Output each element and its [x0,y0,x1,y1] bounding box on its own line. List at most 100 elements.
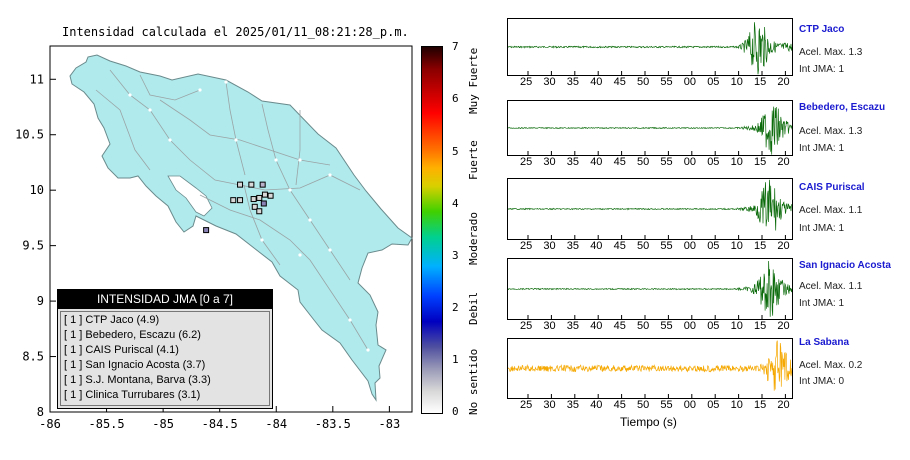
map-y-tick-label: 9 [37,294,44,308]
colorbar-label-no-sentido: No sentido [467,348,480,415]
nicoya-gulf [167,175,213,217]
station-accel: Acel. Max. 1.3 [799,126,863,137]
waveform-tick-label: 30 [543,320,556,332]
waveform-tick-label: 30 [543,240,556,252]
waveform-tick-label: 35 [566,399,580,411]
waveform-tick-label: 10 [730,320,743,332]
station-marker [256,194,263,201]
map-x-tick-label: -85.5 [89,417,125,431]
station-marker [203,227,210,234]
waveform-panel-san-ignacio-acosta [507,258,793,320]
waveform-tick-label: 00 [683,76,697,88]
map-y-tick-label: 11 [30,72,44,86]
colorbar-label-muy-fuerte: Muy Fuerte [467,47,480,114]
colorbar-label-fuerte: Fuerte [467,140,480,180]
waveform-tick-label: 25 [520,156,533,168]
colorbar-tick: 6 [452,92,459,105]
waveform-tick-label: 55 [660,399,673,411]
waveform-trace [507,179,793,239]
map-x-axis: -86 -85.5 -85 -84.5 -84 -83.5 -83 [39,406,400,431]
waveform-panel-ctp-jaco [507,18,793,76]
map-y-axis: 11 10.5 10 9.5 9 8.5 8 [15,72,56,419]
legend-item: [ 1 ] Clinica Turrubares (3.1) [64,389,201,401]
waveform-line [507,260,793,317]
station-name: CTP Jaco [799,24,845,35]
station-jma: Int JMA: 1 [799,223,845,234]
waveform-tick-label: 35 [566,156,580,168]
station-marker [260,200,267,207]
station-marker [256,208,263,215]
waveform-tick-label: 10 [730,399,743,411]
map-x-tick-label: -86 [39,417,61,431]
waveform-tick-label: 20 [777,76,790,88]
station-jma: Int JMA: 1 [799,64,845,75]
station-markers [203,181,274,234]
waveform-panel-la-sabana [507,338,793,399]
waveform-tick-label: 50 [637,156,650,168]
waveform-tick-label: 45 [613,240,626,252]
station-marker [237,181,244,188]
waveform-tick-label: 10 [730,240,743,252]
map-x-tick-label: -84 [265,417,287,431]
waveform-panel-cais-puriscal [507,178,793,240]
waveform-tick-label: 15 [754,240,767,252]
waveform-tick-label: 40 [590,399,603,411]
waveform-tick-label: 55 [660,240,673,252]
waveform-tick-label: 20 [777,156,790,168]
station-name: CAIS Puriscal [799,182,865,193]
map-y-tick-label: 8.5 [22,350,44,364]
waveform-tick-label: 15 [754,76,767,88]
waveform-trace [507,106,793,155]
waveform-tick-label: 55 [660,76,673,88]
station-marker [248,181,255,188]
colorbar-tick: 0 [452,405,459,418]
legend-title: INTENSIDAD JMA [0 a 7] [58,290,272,309]
waveform-tick-label: 15 [754,320,767,332]
waveform-xlabel: Tiempo (s) [620,415,677,429]
waveform-tick-label: 50 [637,76,650,88]
waveform-line [507,340,793,391]
map-y-tick-label: 10 [30,183,44,197]
station-marker [259,181,266,188]
waveform-tick-label: 40 [590,156,603,168]
waveform-tick-label: 40 [590,76,603,88]
waveform-tick-label: 25 [520,399,533,411]
waveform-x-axis: 25 30 35 40 45 50 55 00 05 10 15 20 [507,156,793,170]
waveform-x-axis: 25 30 35 40 45 50 55 00 05 10 15 20 [507,399,793,413]
waveform-tick-label: 10 [730,156,743,168]
map-title: Intensidad calculada el 2025/01/11_08:21… [62,25,409,39]
map-x-tick-label: -84.5 [202,417,238,431]
waveform-tick-label: 00 [683,240,697,252]
waveform-tick-label: 20 [777,399,790,411]
intensity-legend: INTENSIDAD JMA [0 a 7] [ 1 ] CTP Jaco (4… [57,289,273,409]
intensity-colorbar [421,46,443,414]
map-x-tick-label: -83 [379,417,401,431]
station-name: San Ignacio Acosta [799,260,891,271]
legend-item: [ 1 ] San Ignacio Acosta (3.7) [64,359,206,371]
waveform-tick-label: 20 [777,320,790,332]
station-jma: Int JMA: 0 [799,376,845,387]
station-accel: Acel. Max. 1.3 [799,47,863,58]
waveform-line [507,106,793,155]
waveform-tick-label: 25 [520,76,533,88]
station-marker [261,191,268,198]
waveform-trace [507,22,793,75]
colorbar-tick: 5 [452,145,459,158]
waveform-trace [507,260,793,319]
station-name: Bebedero, Escazu [799,102,886,113]
waveform-x-axis: 25 30 35 40 45 50 55 00 05 10 15 20 [507,76,793,90]
waveform-tick-label: 25 [520,320,533,332]
waveform-tick-label: 05 [707,320,720,332]
waveform-tick-label: 15 [754,399,767,411]
station-name: La Sabana [799,337,850,348]
waveform-tick-label: 15 [754,156,767,168]
waveform-x-axis: 25 30 35 40 45 50 55 00 05 10 15 20 [507,320,793,334]
costa-rica-landmass [69,54,413,402]
station-marker [237,197,244,204]
map-y-tick-label: 8 [37,405,44,419]
waveform-tick-label: 10 [730,76,743,88]
waveform-tick-label: 00 [683,320,697,332]
colorbar-label-moderado: Moderado [467,212,480,265]
map-y-tick-label: 10.5 [15,128,44,142]
waveform-line [507,22,793,75]
